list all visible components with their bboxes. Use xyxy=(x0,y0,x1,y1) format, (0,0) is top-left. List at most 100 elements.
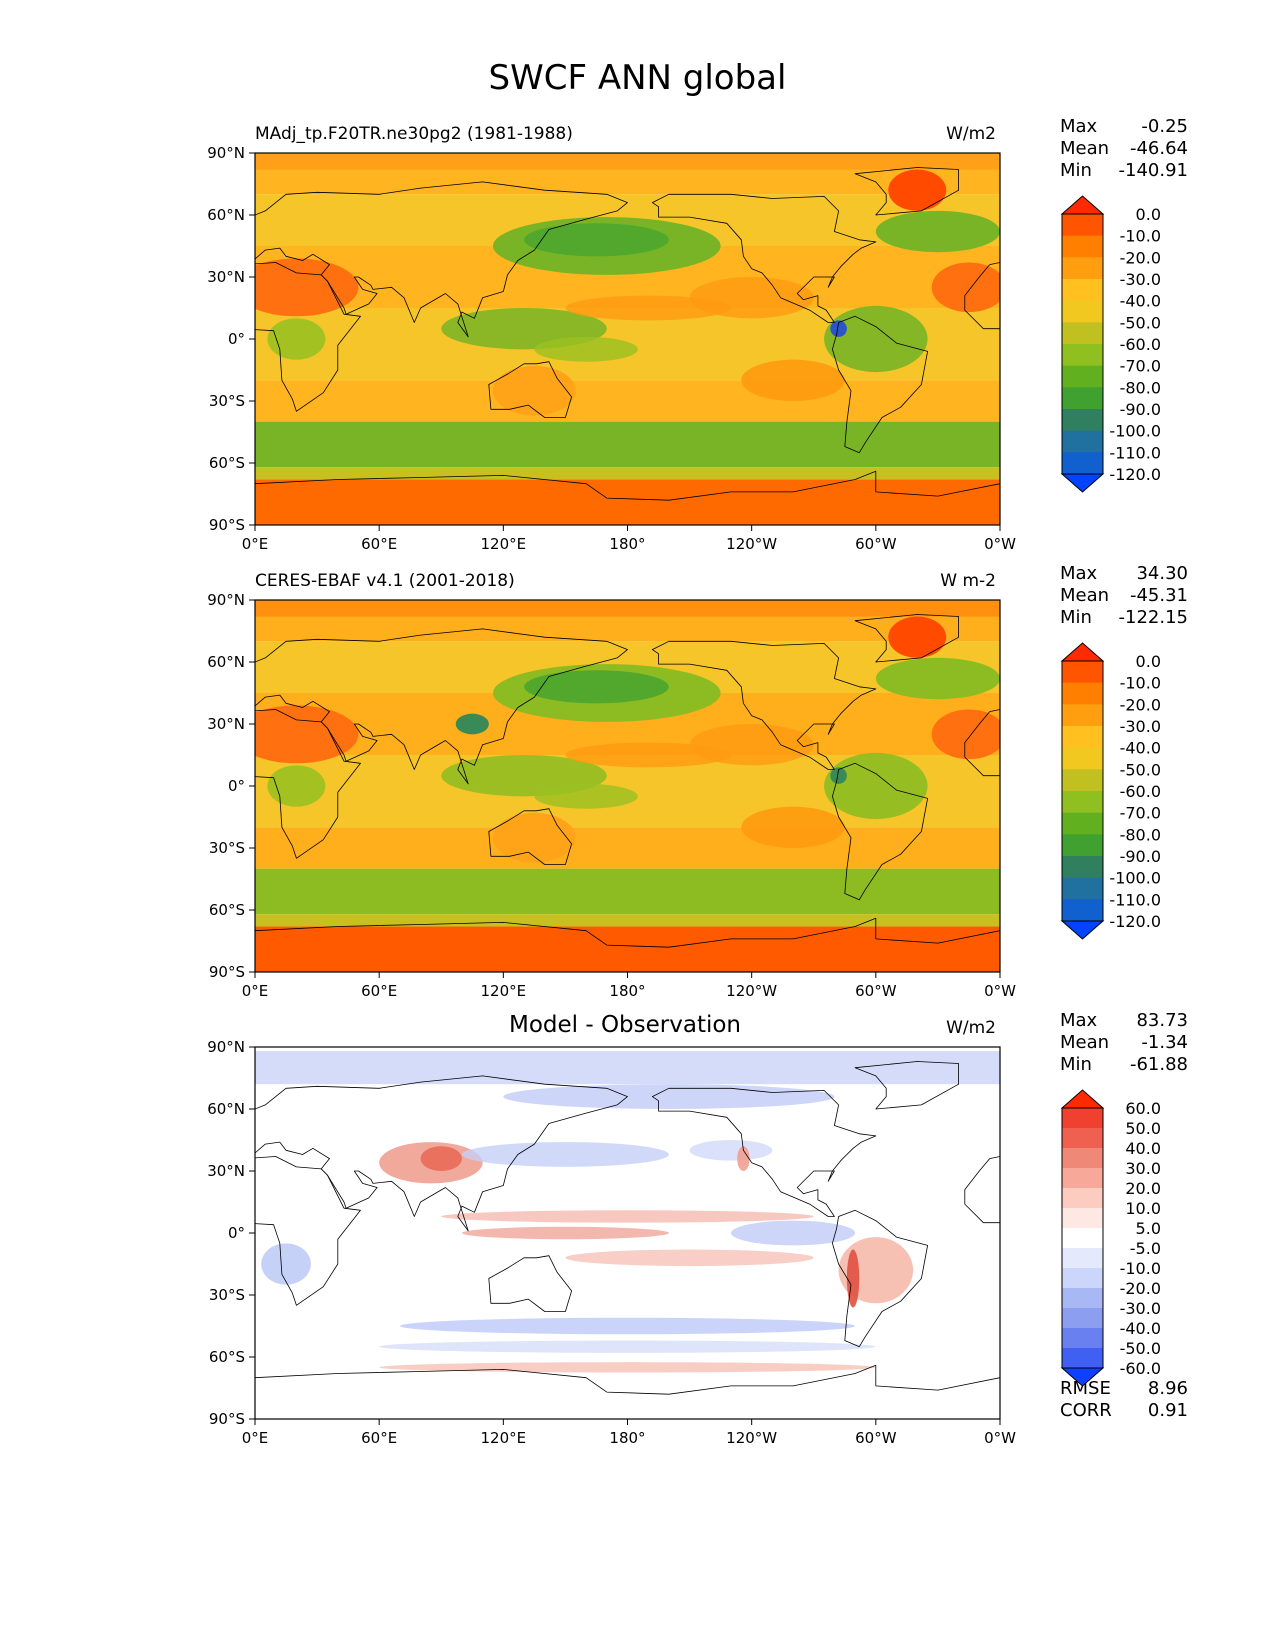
colorbar-segment xyxy=(1062,1308,1103,1329)
coastline-antarctica xyxy=(255,1364,1000,1419)
lon-tick-label: 180° xyxy=(609,982,645,1000)
coastline-australia xyxy=(488,808,572,865)
lat-tick-label: 30°N xyxy=(207,268,245,286)
map-figure: 90°N 60°N 30°N 0° 30°S 60°S 90°S0°E 60°E 120°E 18… xyxy=(207,591,1161,1000)
stat-mean-value: -45.31 xyxy=(1129,585,1188,606)
panel-title: CERES-EBAF v4.1 (2001-2018) xyxy=(255,571,515,591)
coastline-namerica xyxy=(651,1087,877,1217)
colorbar-extend-max xyxy=(1060,1089,1105,1109)
lat-tick-label: 0° xyxy=(228,330,245,348)
lat-tick-label: 30°S xyxy=(209,392,245,410)
lat-tick-label: 60°N xyxy=(207,1100,245,1118)
lon-tick-label: 0°W xyxy=(984,1429,1016,1447)
coastline-samerica xyxy=(832,315,928,454)
colorbar-label: -120.0 xyxy=(1109,465,1161,484)
lat-tick-label: 60°S xyxy=(209,454,245,472)
colorbar-segment xyxy=(1062,1108,1103,1129)
colorbar-label: -70.0 xyxy=(1120,804,1161,823)
colorbar-extend-max xyxy=(1060,195,1105,215)
colorbar-label: -60.0 xyxy=(1120,335,1161,354)
lat-tick-label: 30°S xyxy=(209,1286,245,1304)
colorbar-label: -30.0 xyxy=(1120,270,1161,289)
stat-min-value: -122.15 xyxy=(1118,607,1188,628)
stat-max-value: -0.25 xyxy=(1141,116,1188,137)
colorbar-label: -20.0 xyxy=(1120,695,1161,714)
colorbar-label: 40.0 xyxy=(1125,1139,1161,1158)
lon-tick-label: 180° xyxy=(609,535,645,553)
colorbar-label: -50.0 xyxy=(1120,313,1161,332)
field-layer xyxy=(255,600,1000,972)
colorbar-segment xyxy=(1062,877,1103,900)
lon-tick-label: 120°W xyxy=(726,535,777,553)
field-layer xyxy=(255,153,1000,525)
corr-label: CORR xyxy=(1060,1400,1112,1421)
colorbar-segment xyxy=(1062,257,1103,280)
lon-tick-label: 0°W xyxy=(984,535,1016,553)
colorbar-label: -40.0 xyxy=(1120,1319,1161,1338)
colorbar-segment xyxy=(1062,682,1103,705)
panel-stats: Max -0.25 Mean -46.64 Min -140.91 xyxy=(1060,116,1188,182)
colorbar-segment xyxy=(1062,1268,1103,1289)
coastline-samerica xyxy=(832,1209,928,1348)
colorbar-label: -100.0 xyxy=(1109,422,1161,441)
coastline-africa_wrap xyxy=(964,262,1000,330)
colorbar-segment xyxy=(1062,430,1103,453)
colorbar-label: -110.0 xyxy=(1109,443,1161,462)
panel-stats: Max 83.73 Mean -1.34 Min -61.88 xyxy=(1060,1010,1188,1076)
colorbar-segment xyxy=(1062,1168,1103,1189)
coastline-namerica xyxy=(651,640,877,770)
coastline-africa xyxy=(255,262,361,412)
stat-max-value: 34.30 xyxy=(1136,563,1188,584)
field-layer xyxy=(255,1047,1000,1419)
stat-mean-label: Mean xyxy=(1060,138,1110,159)
colorbar-segment xyxy=(1062,452,1103,475)
lat-tick-label: 90°S xyxy=(209,516,245,534)
colorbar-segment xyxy=(1062,214,1103,237)
stat-mean-value: -1.34 xyxy=(1141,1032,1188,1053)
lat-tick-label: 60°S xyxy=(209,1348,245,1366)
lon-tick-label: 120°W xyxy=(726,1429,777,1447)
lon-tick-label: 0°E xyxy=(242,1429,269,1447)
colorbar-segment xyxy=(1062,704,1103,727)
colorbar-segment xyxy=(1062,726,1103,749)
coastline-africa_wrap xyxy=(964,709,1000,777)
stat-max-value: 83.73 xyxy=(1136,1010,1188,1031)
coastline-greenland xyxy=(854,614,959,663)
colorbar-label: -100.0 xyxy=(1109,869,1161,888)
stat-mean-label: Mean xyxy=(1060,585,1110,606)
colorbar-segment xyxy=(1062,387,1103,410)
coastline-samerica xyxy=(832,762,928,901)
colorbar-segment xyxy=(1062,1348,1103,1369)
lat-tick-label: 0° xyxy=(228,1224,245,1242)
panel-observation: CERES-EBAF v4.1 (2001-2018) W m-2 Max 34.… xyxy=(0,447,1275,1000)
colorbar-label: -30.0 xyxy=(1120,1299,1161,1318)
coastline-antarctica xyxy=(255,470,1000,525)
lat-tick-label: 60°S xyxy=(209,901,245,919)
colorbar-segment xyxy=(1062,1228,1103,1249)
colorbar-label: -50.0 xyxy=(1120,1339,1161,1358)
colorbar-label: -40.0 xyxy=(1120,739,1161,758)
colorbar-label: -20.0 xyxy=(1120,248,1161,267)
colorbar-segment xyxy=(1062,344,1103,367)
stat-min-label: Min xyxy=(1060,1054,1092,1075)
stat-min-value: -61.88 xyxy=(1129,1054,1188,1075)
lat-tick-label: 30°S xyxy=(209,839,245,857)
colorbar-segment xyxy=(1062,1128,1103,1149)
lat-tick-label: 90°N xyxy=(207,144,245,162)
colorbar-label: -10.0 xyxy=(1120,674,1161,693)
colorbar-label: 30.0 xyxy=(1125,1159,1161,1178)
lon-tick-label: 120°W xyxy=(726,982,777,1000)
colorbar-label: 5.0 xyxy=(1136,1219,1161,1238)
colorbar-label: -70.0 xyxy=(1120,357,1161,376)
colorbar-label: -10.0 xyxy=(1120,227,1161,246)
lat-tick-label: 90°S xyxy=(209,1410,245,1428)
lat-tick-label: 60°N xyxy=(207,206,245,224)
colorbar-label: -10.0 xyxy=(1120,1259,1161,1278)
panel-title: Model - Observation xyxy=(508,1012,742,1038)
colorbar-segment xyxy=(1062,834,1103,857)
panel-stats: Max 34.30 Mean -45.31 Min -122.15 xyxy=(1060,563,1188,629)
stat-min-value: -140.91 xyxy=(1118,160,1188,181)
colorbar-label: 60.0 xyxy=(1125,1099,1161,1118)
colorbar-segment xyxy=(1062,322,1103,345)
colorbar-label: -80.0 xyxy=(1120,825,1161,844)
